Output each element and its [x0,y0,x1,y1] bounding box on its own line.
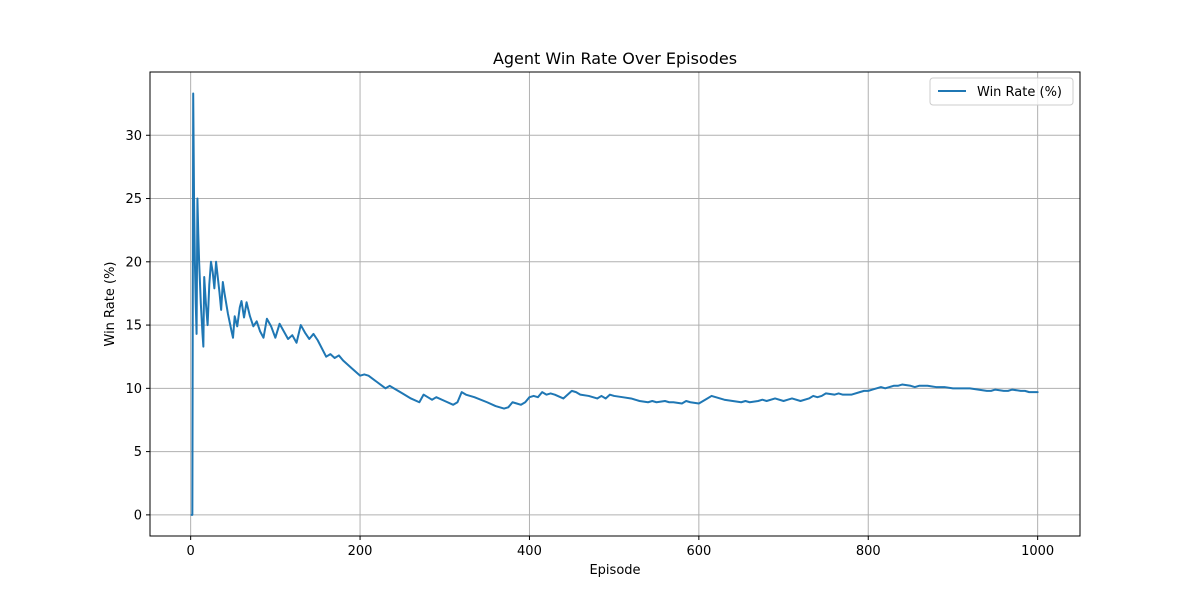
x-axis-label: Episode [589,563,640,578]
legend-label: Win Rate (%) [977,85,1062,100]
y-tick-label: 30 [125,129,142,144]
x-tick-label: 1000 [1021,544,1054,559]
legend: Win Rate (%) [929,77,1074,106]
x-tick-label: 0 [187,544,195,559]
x-tick-label: 200 [348,544,373,559]
y-axis-ticks: 0 5 10 15 20 25 30 [125,129,150,523]
y-tick-label: 5 [134,445,142,460]
y-tick-label: 25 [125,192,142,207]
legend-box [929,77,1074,106]
y-tick-label: 15 [125,319,142,334]
x-tick-label: 600 [686,544,711,559]
x-tick-label: 400 [517,544,542,559]
series-line [190,92,1039,516]
series-lines [190,92,1039,516]
y-axis-label: Win Rate (%) [103,262,118,347]
plot-area-frame [149,71,1081,537]
y-tick-label: 0 [134,508,142,523]
chart-title: Agent Win Rate Over Episodes [493,49,737,68]
y-tick-label: 10 [125,382,142,397]
x-axis-ticks: 0 200 400 600 800 1000 [187,536,1054,559]
grid-lines [150,72,1080,536]
x-tick-label: 800 [856,544,881,559]
y-tick-label: 20 [125,255,142,270]
